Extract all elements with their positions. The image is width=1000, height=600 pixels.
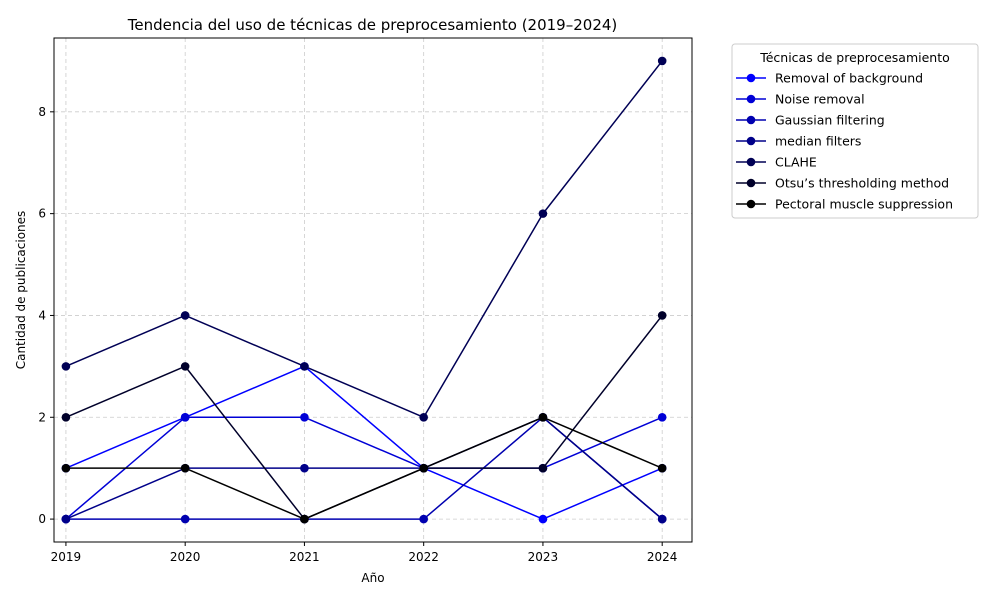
plot-frame <box>53 37 693 543</box>
x-tick-label: 2024 <box>647 550 678 564</box>
legend-item-pectoral-muscle-suppression: Pectoral muscle suppression <box>736 197 953 212</box>
series-pectoral-muscle-suppression <box>61 412 667 524</box>
data-point-clahe <box>538 209 548 218</box>
legend-label: median filters <box>775 134 861 149</box>
data-point-gaussian-filtering <box>419 514 428 524</box>
data-point-pectoral-muscle-suppression <box>61 463 71 473</box>
data-point-pectoral-muscle-suppression <box>538 412 548 422</box>
data-point-noise-removal <box>657 412 667 422</box>
legend-marker <box>746 73 756 83</box>
legend-box <box>731 43 979 219</box>
x-tick-label: 2023 <box>528 550 559 564</box>
legend-label: Noise removal <box>775 92 865 107</box>
y-axis-label: Cantidad de publicaciones <box>14 211 28 370</box>
grid-layer <box>54 38 692 542</box>
data-point-pectoral-muscle-suppression <box>180 463 190 473</box>
data-point-median-filters <box>61 514 71 524</box>
legend-items: Removal of background Noise removal Gaussi… <box>736 71 953 212</box>
series-line-median-filters <box>65 416 663 520</box>
data-point-noise-removal <box>180 412 190 422</box>
data-point-median-filters <box>657 514 667 524</box>
series-line-pectoral-muscle-suppression <box>65 416 663 520</box>
legend-item-clahe: CLAHE <box>736 155 817 170</box>
y-tick-label: 0 <box>38 512 46 526</box>
series-line-clahe <box>65 60 663 419</box>
x-tick-label: 2021 <box>289 550 320 564</box>
data-point-clahe <box>419 412 428 422</box>
data-point-clahe <box>180 311 190 320</box>
legend-marker <box>746 94 756 104</box>
data-point-clahe <box>61 362 71 371</box>
legend-marker <box>746 115 756 125</box>
legend-item-removal-of-background: Removal of background <box>736 71 923 86</box>
legend: Técnicas de preprocesamiento Removal of … <box>731 43 979 219</box>
data-point-otsu-s-thresholding-method <box>657 311 667 320</box>
legend-label: Gaussian filtering <box>775 113 885 128</box>
series-line-noise-removal <box>65 416 663 520</box>
series-clahe <box>61 56 667 422</box>
data-point-otsu-s-thresholding-method <box>538 463 548 473</box>
data-point-noise-removal <box>300 412 309 422</box>
series-layer <box>61 56 667 524</box>
data-point-pectoral-muscle-suppression <box>419 463 428 473</box>
data-point-clahe <box>300 362 309 371</box>
data-point-pectoral-muscle-suppression <box>657 463 667 473</box>
data-point-median-filters <box>300 463 309 473</box>
legend-marker <box>746 199 756 209</box>
legend-item-median-filters: median filters <box>736 134 861 149</box>
legend-marker <box>746 136 756 146</box>
legend-label: Otsu’s thresholding method <box>775 176 949 191</box>
y-tick-label: 4 <box>38 308 46 322</box>
series-line-removal-of-background <box>65 365 663 520</box>
chart-title: Tendencia del uso de técnicas de preproc… <box>127 16 618 34</box>
data-point-removal-of-background <box>538 514 548 524</box>
legend-marker <box>746 178 756 188</box>
x-axis-label: Año <box>361 571 384 585</box>
legend-label: CLAHE <box>775 155 817 170</box>
data-point-otsu-s-thresholding-method <box>180 362 190 371</box>
x-tick-label: 2019 <box>51 550 82 564</box>
x-tick-label: 2020 <box>170 550 201 564</box>
data-point-clahe <box>657 56 667 66</box>
data-point-pectoral-muscle-suppression <box>300 514 309 524</box>
legend-item-gaussian-filtering: Gaussian filtering <box>736 113 885 128</box>
data-point-otsu-s-thresholding-method <box>61 412 71 422</box>
data-point-gaussian-filtering <box>180 514 190 524</box>
legend-label: Pectoral muscle suppression <box>775 197 953 212</box>
y-tick-label: 2 <box>38 410 46 424</box>
legend-label: Removal of background <box>775 71 923 86</box>
legend-marker <box>746 157 756 167</box>
legend-item-otsu-s-thresholding-method: Otsu’s thresholding method <box>736 176 949 191</box>
axis-layer: 2019 2020 2021 2022 2023 2024 0 2 4 6 8 <box>38 105 677 564</box>
y-tick-label: 8 <box>38 105 46 119</box>
y-tick-label: 6 <box>38 207 46 221</box>
legend-title: Técnicas de preprocesamiento <box>759 50 950 65</box>
x-tick-label: 2022 <box>408 550 439 564</box>
legend-item-noise-removal: Noise removal <box>736 92 865 107</box>
